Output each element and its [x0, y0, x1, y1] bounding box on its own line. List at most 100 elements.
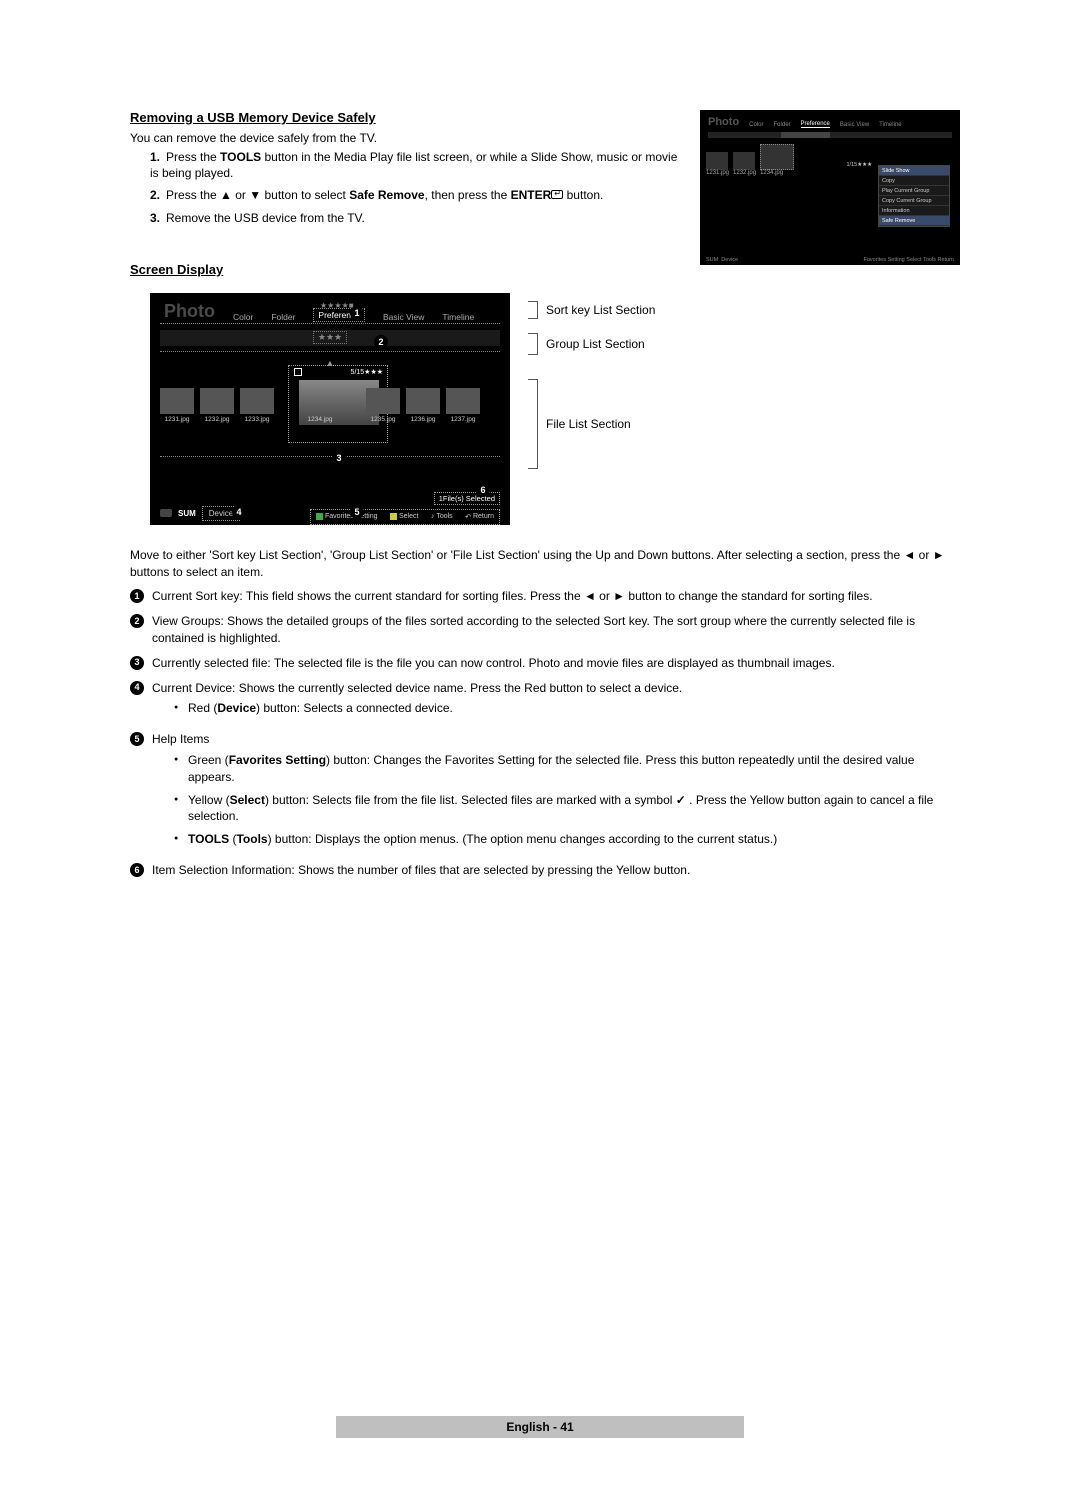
label-sort-key: Sort key List Section	[546, 303, 655, 317]
menu-safe-remove: Safe Remove	[879, 216, 949, 226]
item-4-sub: Red (Device) button: Selects a connected…	[174, 700, 682, 717]
inset-ret: Return	[937, 257, 954, 263]
callout-3: 3	[332, 451, 346, 465]
step1-pre: Press the	[166, 150, 220, 164]
ms-selection-info: 1File(s) Selected	[434, 492, 500, 505]
i4-sub-post: ) button: Selects a connected device.	[256, 701, 453, 715]
move-paragraph: Move to either 'Sort key List Section', …	[130, 547, 960, 581]
i5b-mid: ) button: Selects file from the file lis…	[265, 793, 676, 807]
step-1: 1.Press the TOOLS button in the Media Pl…	[150, 149, 680, 181]
inset-file-2: 1232.jpg	[733, 170, 756, 176]
inset-thumb	[733, 152, 755, 170]
help-ret: Return	[473, 513, 494, 520]
menu-play-group: Play Current Group	[879, 186, 949, 196]
inset-tab-color: Color	[749, 122, 763, 128]
thumbnail	[160, 388, 194, 414]
ms-tab-basic: Basic View	[383, 312, 424, 322]
ms-photo-label: Photo	[164, 301, 215, 322]
num-4-icon: 4	[130, 681, 144, 695]
file-caption: 1231.jpg	[160, 416, 194, 423]
enter-icon	[551, 190, 563, 199]
step-3: 3.Remove the USB device from the TV.	[150, 210, 680, 226]
file-caption: 1232.jpg	[200, 416, 234, 423]
inset-tab-preference: Preference	[801, 121, 830, 128]
file-caption: 1235.jpg	[366, 416, 400, 423]
inset-file-3: 1234.jpg	[760, 170, 794, 176]
num-5-icon: 5	[130, 732, 144, 746]
tools-label: TOOLS	[220, 150, 261, 164]
section-title-screen-display: Screen Display	[130, 262, 680, 277]
step2-post: button.	[563, 188, 603, 202]
sum-icon	[160, 509, 172, 517]
item-2: View Groups: Shows the detailed groups o…	[152, 613, 960, 647]
callout-6: 6	[476, 483, 490, 497]
select-bold: Select	[230, 793, 265, 807]
check-icon: ✓	[676, 793, 686, 807]
green-square-icon	[316, 513, 323, 520]
inset-tab-basic: Basic View	[840, 122, 869, 128]
tools-bold: TOOLS	[188, 832, 229, 846]
yellow-square-icon	[390, 513, 397, 520]
menu-information: Information	[879, 206, 949, 216]
file-caption: 1234.jpg	[280, 416, 360, 423]
step2-mid: , then press the	[425, 188, 511, 202]
footer-page: 41	[560, 1420, 573, 1434]
ms-tab-color: Color	[233, 312, 253, 322]
inset-sum: SUM	[706, 257, 718, 263]
inset-file-1: 1231.jpg	[706, 170, 729, 176]
main-screenshot: Photo Color Folder Preference Basic View…	[150, 293, 510, 525]
help-sel: Select	[399, 513, 418, 520]
inset-tab-folder: Folder	[774, 122, 791, 128]
inset-thumb	[706, 152, 728, 170]
callout-1: 1	[350, 306, 364, 320]
footer-lang: English -	[506, 1420, 560, 1434]
thumbnail	[240, 388, 274, 414]
inset-tools: Tools	[923, 257, 936, 263]
enter-label: ENTER	[511, 188, 552, 202]
step-2: 2.Press the ▲ or ▼ button to select Safe…	[150, 187, 680, 203]
i4-sub-pre: Red (	[188, 701, 217, 715]
inset-counter: 1/15★★★	[847, 162, 873, 168]
inset-group-bar	[708, 132, 952, 138]
thumbnail	[406, 388, 440, 414]
device-bold: Device	[217, 701, 256, 715]
callout-4: 4	[232, 505, 246, 519]
ms-stars-tabs: ★★★★■	[320, 301, 354, 310]
num-1-icon: 1	[130, 589, 144, 603]
menu-copy-group: Copy Current Group	[879, 196, 949, 206]
numbered-list: 1 Current Sort key: This field shows the …	[130, 588, 960, 878]
ms-help-bar: Favorites Setting Select ♪ Tools ↶ Retur…	[310, 509, 500, 525]
inset-screenshot: Photo Color Folder Preference Basic View…	[700, 110, 960, 265]
step3-text: Remove the USB device from the TV.	[166, 211, 365, 225]
item-4: Current Device: Shows the currently sele…	[152, 680, 682, 697]
ms-tab-folder: Folder	[271, 312, 295, 322]
help-tools: Tools	[436, 513, 452, 520]
item-5-b: Yellow (Select) button: Selects file fro…	[174, 792, 960, 826]
thumbnail	[200, 388, 234, 414]
section-title-removing: Removing a USB Memory Device Safely	[130, 110, 680, 125]
ms-group-stars: ★★★	[313, 331, 347, 344]
callout-5: 5	[350, 505, 364, 519]
item-1: Current Sort key: This field shows the c…	[152, 588, 873, 605]
callout-2: 2	[374, 335, 388, 349]
menu-slide-show: Slide Show	[879, 166, 949, 176]
page-footer: English - 41	[0, 1416, 1080, 1438]
i5b-pre: Yellow (	[188, 793, 230, 807]
item-5-c: TOOLS (Tools) button: Displays the optio…	[174, 831, 960, 848]
inset-fav: Favorites Setting	[863, 257, 904, 263]
fav-bold: Favorites Setting	[229, 753, 326, 767]
item-5: Help Items	[152, 731, 960, 748]
num-2-icon: 2	[130, 614, 144, 628]
inset-sel: Select	[906, 257, 921, 263]
thumbnail	[366, 388, 400, 414]
inset-thumb-selected	[760, 144, 794, 170]
inset-device: Device	[721, 257, 738, 263]
step-list: 1.Press the TOOLS button in the Media Pl…	[150, 149, 680, 226]
label-group-list: Group List Section	[546, 337, 645, 351]
inset-tab-timeline: Timeline	[879, 122, 901, 128]
ms-tab-timeline: Timeline	[442, 312, 474, 322]
item-5-a: Green (Favorites Setting) button: Change…	[174, 752, 960, 786]
tools2-bold: Tools	[236, 832, 267, 846]
menu-copy: Copy	[879, 176, 949, 186]
file-caption: 1237.jpg	[446, 416, 480, 423]
